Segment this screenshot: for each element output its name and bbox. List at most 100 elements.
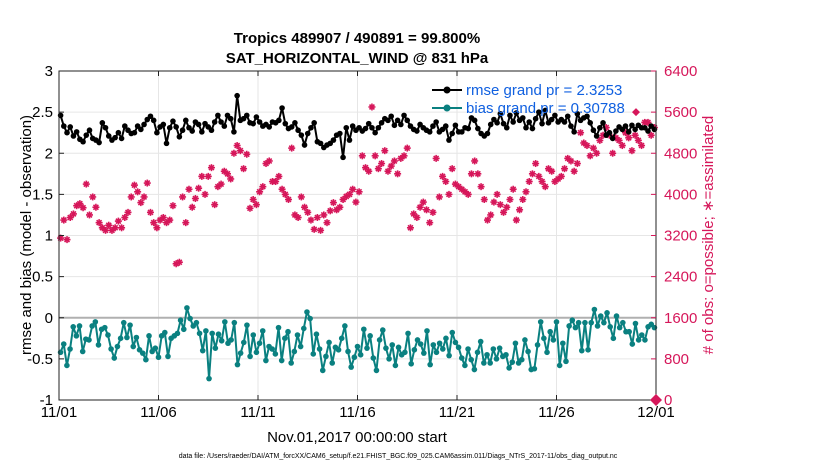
bias-point <box>518 356 525 363</box>
y-tick-left-label: 0.5 <box>32 269 53 286</box>
bias-point <box>354 343 361 350</box>
bias-point <box>275 324 282 331</box>
bias-point <box>427 361 433 368</box>
obs-point <box>345 190 353 198</box>
rmse-point <box>414 128 420 134</box>
obs-point <box>615 136 623 144</box>
bias-point <box>294 332 301 338</box>
bias-point <box>124 334 130 341</box>
legend: rmse grand pr = 2.3253 bias grand pr = 0… <box>432 82 625 117</box>
obs-point <box>368 103 376 111</box>
obs-point <box>403 144 411 152</box>
bias-point <box>114 343 121 350</box>
obs-point <box>288 144 296 152</box>
bias-point <box>395 344 402 351</box>
obs-point <box>429 208 437 216</box>
legend-rmse-marker <box>443 86 451 94</box>
rmse-point <box>308 124 314 131</box>
bias-point <box>613 313 620 319</box>
obs-point <box>374 165 382 173</box>
y-tick-left-label: -0.5 <box>27 351 53 368</box>
obs-point <box>538 178 546 186</box>
bias-point <box>348 364 354 370</box>
rmse-point <box>645 128 651 134</box>
obs-point <box>230 149 238 157</box>
y-axis-right-label: # of obs: o=possible; ∗=assimilated <box>700 116 717 355</box>
obs-point <box>182 219 190 227</box>
obs-point <box>153 224 161 232</box>
bias-point <box>212 345 219 351</box>
y-tick-right-label: 6400 <box>664 63 697 80</box>
bias-point <box>218 337 225 344</box>
bias-point <box>130 343 137 350</box>
rmse-point <box>365 120 372 127</box>
bias-point <box>638 332 645 338</box>
bias-point <box>345 348 351 355</box>
bias-point <box>414 337 421 343</box>
obs-point <box>548 167 556 175</box>
legend-bias-marker <box>443 104 451 112</box>
obs-point <box>63 236 71 244</box>
bias-point <box>108 346 114 352</box>
obs-point <box>557 172 565 180</box>
rmse-point <box>160 121 167 128</box>
bias-point <box>370 355 377 361</box>
rmse-point <box>378 120 385 126</box>
bias-point <box>642 337 648 343</box>
rmse-point <box>227 115 234 122</box>
rmse-point <box>471 117 478 124</box>
obs-point <box>236 147 244 155</box>
rmse-point <box>475 125 481 132</box>
y-tick-right-label: 0 <box>664 392 672 409</box>
y-tick-left-label: 1 <box>45 228 53 245</box>
bias-point <box>228 337 234 343</box>
obs-point <box>224 170 232 178</box>
bias-point <box>439 346 446 352</box>
bias-point <box>234 361 241 368</box>
rmse-point <box>568 123 574 129</box>
bias-point <box>443 335 449 342</box>
rmse-point <box>510 119 516 125</box>
rmse-point <box>375 124 382 131</box>
obs-point <box>102 226 110 234</box>
obs-point <box>137 199 145 207</box>
rmse-point <box>170 118 176 124</box>
y-tick-left-label: 2 <box>45 145 53 162</box>
obs-point <box>406 224 414 232</box>
bias-point <box>357 351 364 358</box>
obs-point <box>390 157 398 165</box>
rmse-point <box>609 135 616 142</box>
bias-point <box>379 327 386 333</box>
obs-point <box>394 170 402 178</box>
bias-point <box>180 326 187 333</box>
bias-point <box>316 346 323 352</box>
obs-point <box>471 157 479 165</box>
rmse-point <box>131 129 138 136</box>
rmse-point <box>83 132 90 138</box>
bias-point <box>206 375 212 382</box>
obs-point <box>480 196 488 204</box>
bias-point <box>509 359 516 365</box>
obs-point <box>89 193 97 201</box>
obs-point <box>362 164 370 172</box>
obs-point <box>442 178 450 186</box>
bias-point <box>256 340 263 347</box>
rmse-point <box>86 127 93 134</box>
bias-point <box>162 329 168 336</box>
rmse-point <box>600 120 606 126</box>
bias-point <box>117 335 124 342</box>
obs-point <box>464 190 472 198</box>
data-file-footer: data file: /Users/raeder/DAI/ATM_forcXX/… <box>179 453 618 460</box>
bias-point <box>73 333 80 339</box>
bias-point <box>575 319 582 326</box>
obs-point <box>467 170 475 178</box>
rmse-point <box>523 124 529 131</box>
obs-point <box>82 180 90 188</box>
rmse-point <box>195 121 202 128</box>
rmse-point <box>369 124 375 131</box>
bias-point <box>383 345 389 351</box>
bias-point <box>490 346 497 352</box>
y-tick-left-label: 1.5 <box>32 186 53 203</box>
obs-point <box>528 170 536 178</box>
obs-point <box>400 152 408 160</box>
